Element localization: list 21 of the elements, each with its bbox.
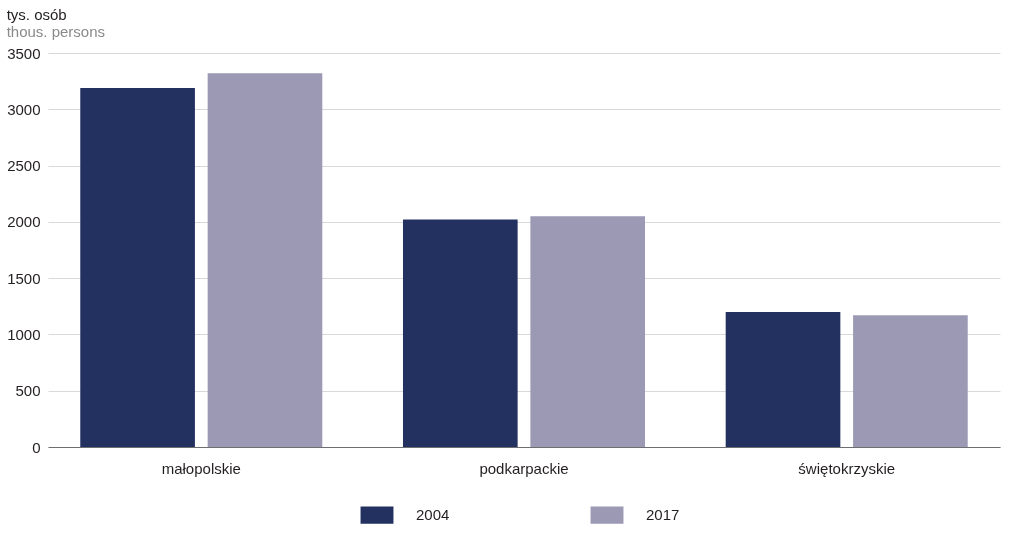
y-tick-label: 2500: [7, 157, 41, 175]
bar: [402, 219, 518, 447]
y-tick-label: 3500: [7, 44, 41, 62]
legend-label: 2017: [646, 506, 680, 524]
chart-subtitle: thous. persons: [6, 23, 106, 40]
y-tick-label: 0: [32, 438, 41, 456]
y-tick-label: 1500: [7, 269, 41, 287]
y-tick-label: 500: [15, 382, 41, 400]
x-tick-label: małopolskie: [161, 459, 241, 477]
x-tick-label: świętokrzyskie: [798, 459, 896, 477]
bar: [80, 87, 195, 447]
bar: [207, 73, 323, 447]
y-tick-label: 3000: [7, 100, 41, 118]
legend-label: 2004: [416, 506, 450, 524]
bar: [725, 311, 841, 447]
y-tick-label: 1000: [7, 325, 41, 343]
bar: [530, 216, 646, 447]
bar: [853, 315, 968, 447]
y-tick-label: 2000: [7, 213, 41, 231]
chart-title: tys. osób: [6, 6, 67, 23]
x-tick-label: podkarpackie: [479, 459, 569, 477]
